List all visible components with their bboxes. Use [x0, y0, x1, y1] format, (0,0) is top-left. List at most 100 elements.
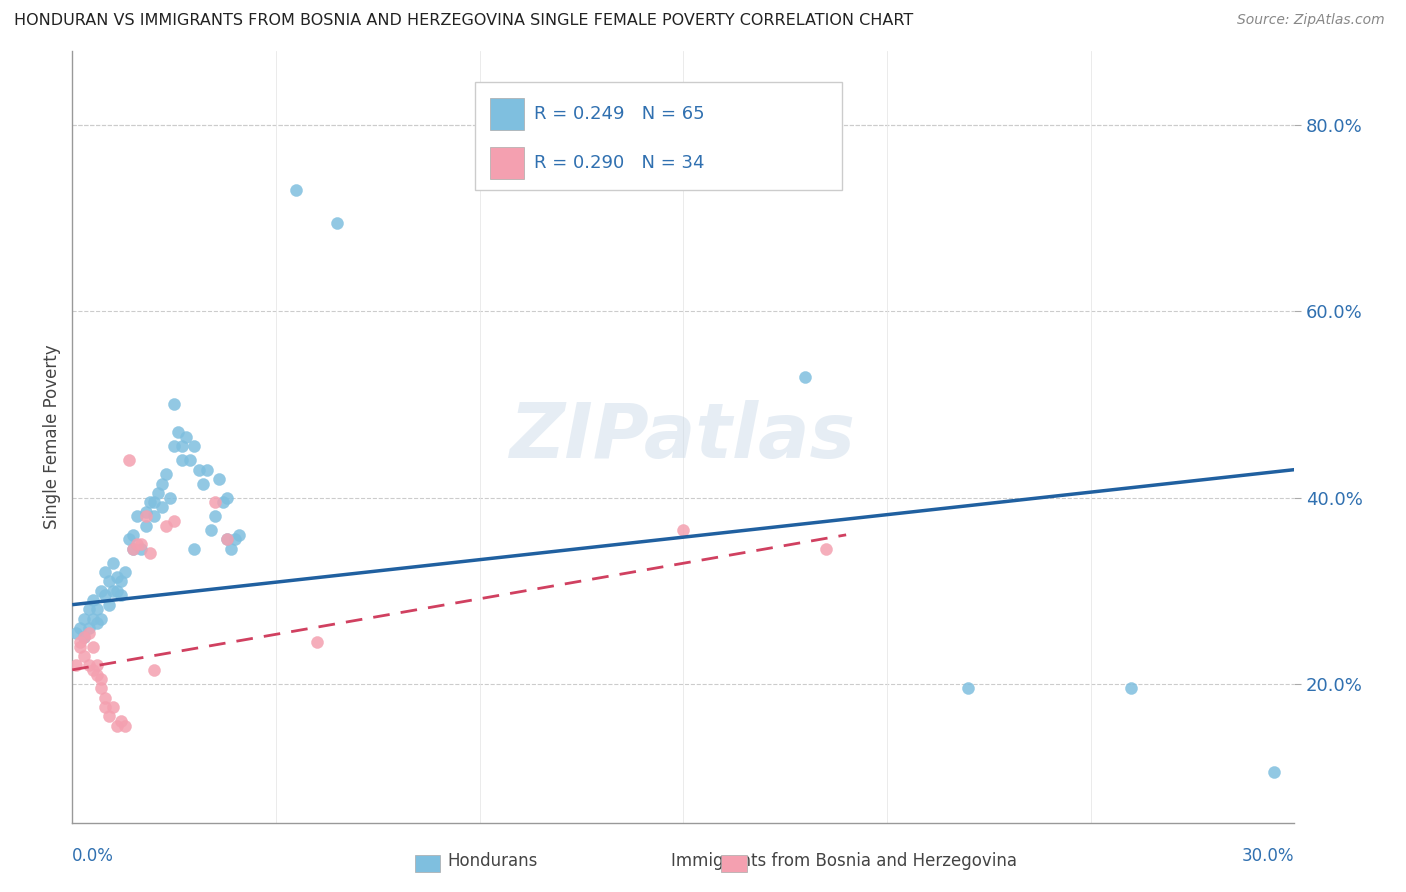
Y-axis label: Single Female Poverty: Single Female Poverty	[44, 345, 60, 529]
Point	[101, 583, 124, 598]
Text: Hondurans: Hondurans	[447, 852, 537, 870]
Point	[86, 667, 108, 681]
Point	[69, 635, 91, 649]
Point	[138, 546, 160, 560]
Bar	[491, 98, 524, 130]
Point	[150, 500, 173, 514]
Point	[200, 523, 222, 537]
Point	[97, 709, 120, 723]
Text: HONDURAN VS IMMIGRANTS FROM BOSNIA AND HERZEGOVINA SINGLE FEMALE POVERTY CORRELA: HONDURAN VS IMMIGRANTS FROM BOSNIA AND H…	[14, 13, 914, 29]
Point	[77, 602, 100, 616]
Point	[127, 537, 149, 551]
Point	[183, 541, 205, 556]
Point	[122, 528, 145, 542]
Point	[94, 690, 117, 705]
Point	[155, 467, 177, 482]
Point	[957, 681, 980, 696]
Point	[305, 635, 328, 649]
Point	[814, 541, 837, 556]
Point	[94, 565, 117, 579]
Point	[163, 439, 186, 453]
Point	[90, 681, 112, 696]
Point	[212, 495, 235, 509]
Point	[1121, 681, 1143, 696]
Point	[77, 621, 100, 635]
Point	[69, 640, 91, 654]
Point	[204, 509, 226, 524]
Text: Source: ZipAtlas.com: Source: ZipAtlas.com	[1237, 13, 1385, 28]
Point	[215, 491, 238, 505]
Point	[163, 397, 186, 411]
Point	[672, 523, 695, 537]
Point	[135, 509, 157, 524]
Point	[224, 533, 246, 547]
Point	[150, 476, 173, 491]
Point	[142, 495, 165, 509]
Point	[138, 495, 160, 509]
Point	[105, 719, 128, 733]
Point	[86, 602, 108, 616]
Point	[90, 672, 112, 686]
Point	[82, 640, 104, 654]
Point	[82, 612, 104, 626]
Point	[110, 574, 132, 589]
Point	[142, 509, 165, 524]
Text: R = 0.249   N = 65: R = 0.249 N = 65	[534, 105, 704, 123]
Text: ZIPatlas: ZIPatlas	[510, 401, 856, 474]
Point	[215, 533, 238, 547]
Text: Immigrants from Bosnia and Herzegovina: Immigrants from Bosnia and Herzegovina	[671, 852, 1017, 870]
Point	[97, 574, 120, 589]
Point	[183, 439, 205, 453]
Point	[90, 612, 112, 626]
Text: 0.0%: 0.0%	[72, 847, 114, 864]
Point	[127, 509, 149, 524]
Point	[86, 616, 108, 631]
Point	[105, 570, 128, 584]
Point	[204, 495, 226, 509]
Point	[1263, 765, 1285, 780]
Point	[82, 593, 104, 607]
Point	[90, 583, 112, 598]
Point	[101, 556, 124, 570]
Point	[118, 453, 141, 467]
Point	[326, 216, 349, 230]
Point	[65, 625, 87, 640]
Point	[191, 476, 214, 491]
Point	[167, 425, 190, 440]
Point	[77, 658, 100, 673]
Point	[219, 541, 242, 556]
Point	[187, 463, 209, 477]
Point	[110, 714, 132, 728]
Point	[135, 505, 157, 519]
Point	[179, 453, 201, 467]
Point	[69, 621, 91, 635]
Point	[105, 583, 128, 598]
Bar	[475, 81, 842, 190]
Point	[73, 630, 96, 644]
Point	[73, 612, 96, 626]
Point	[122, 541, 145, 556]
Point	[285, 183, 308, 197]
Point	[159, 491, 181, 505]
Point	[77, 625, 100, 640]
Point	[110, 588, 132, 602]
Point	[135, 518, 157, 533]
Point	[195, 463, 218, 477]
Point	[65, 658, 87, 673]
Point	[215, 533, 238, 547]
Point	[155, 518, 177, 533]
Text: R = 0.290   N = 34: R = 0.290 N = 34	[534, 153, 704, 172]
Point	[142, 663, 165, 677]
Point	[101, 700, 124, 714]
Point	[131, 541, 153, 556]
Point	[118, 533, 141, 547]
Point	[146, 486, 169, 500]
Point	[131, 537, 153, 551]
Text: 30.0%: 30.0%	[1241, 847, 1294, 864]
Point	[794, 369, 817, 384]
Point	[172, 439, 194, 453]
Point	[94, 588, 117, 602]
Point	[174, 430, 197, 444]
Bar	[491, 146, 524, 179]
Point	[86, 658, 108, 673]
